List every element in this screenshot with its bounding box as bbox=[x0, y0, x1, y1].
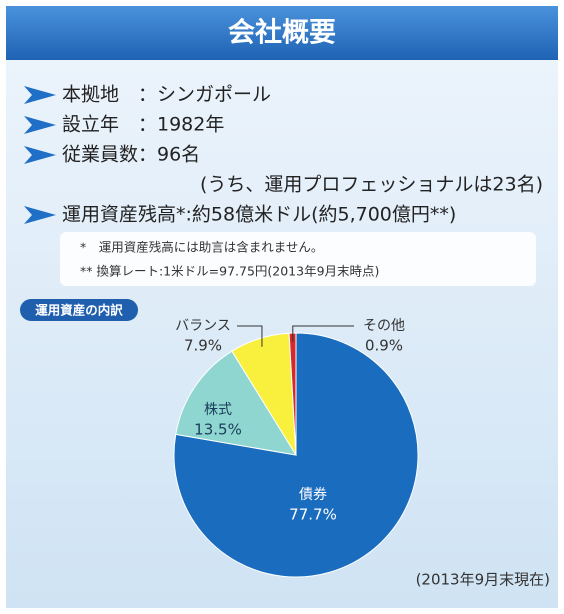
note: ** 換算レート:1米ドル=97.75円(2013年9月末時点) bbox=[80, 264, 379, 279]
leader-line bbox=[237, 325, 263, 347]
fact: 運用資産残高*:約58億米ドル(約5,700億円**) bbox=[62, 204, 456, 226]
fact: 従業員数：96名 bbox=[62, 144, 200, 166]
arrow-bullet bbox=[24, 116, 56, 134]
chart-footnote: (2013年9月末現在) bbox=[416, 571, 550, 589]
slice-label: その他 bbox=[363, 318, 405, 334]
slice-value: 77.7% bbox=[289, 506, 337, 524]
chart-badge bbox=[20, 299, 138, 321]
fact: 本拠地 ：シンガポール bbox=[62, 84, 271, 106]
slice-label: バランス bbox=[175, 318, 231, 334]
slice-label: 債券 bbox=[299, 487, 327, 503]
slice-value: 7.9% bbox=[184, 337, 222, 355]
fact: 設立年 ：1982年 bbox=[62, 114, 224, 136]
title: 会社概要 bbox=[228, 17, 336, 49]
chart-title: 運用資産の内訳 bbox=[35, 303, 123, 318]
arrow-bullet bbox=[24, 86, 56, 104]
fact-sub: (うち、運用プロフェッショナルは23名) bbox=[200, 174, 543, 196]
arrow-bullet bbox=[24, 206, 56, 224]
note: * 運用資産残高には助言は含まれません。 bbox=[80, 240, 323, 255]
arrow-bullet bbox=[24, 146, 56, 164]
notes-box bbox=[60, 232, 536, 286]
banner bbox=[6, 6, 558, 60]
slice-label: 株式 bbox=[204, 402, 232, 418]
slice-value: 0.9% bbox=[365, 337, 403, 355]
slice-value: 13.5% bbox=[194, 421, 242, 439]
leader-line bbox=[292, 325, 354, 342]
pie-slice bbox=[175, 350, 298, 456]
